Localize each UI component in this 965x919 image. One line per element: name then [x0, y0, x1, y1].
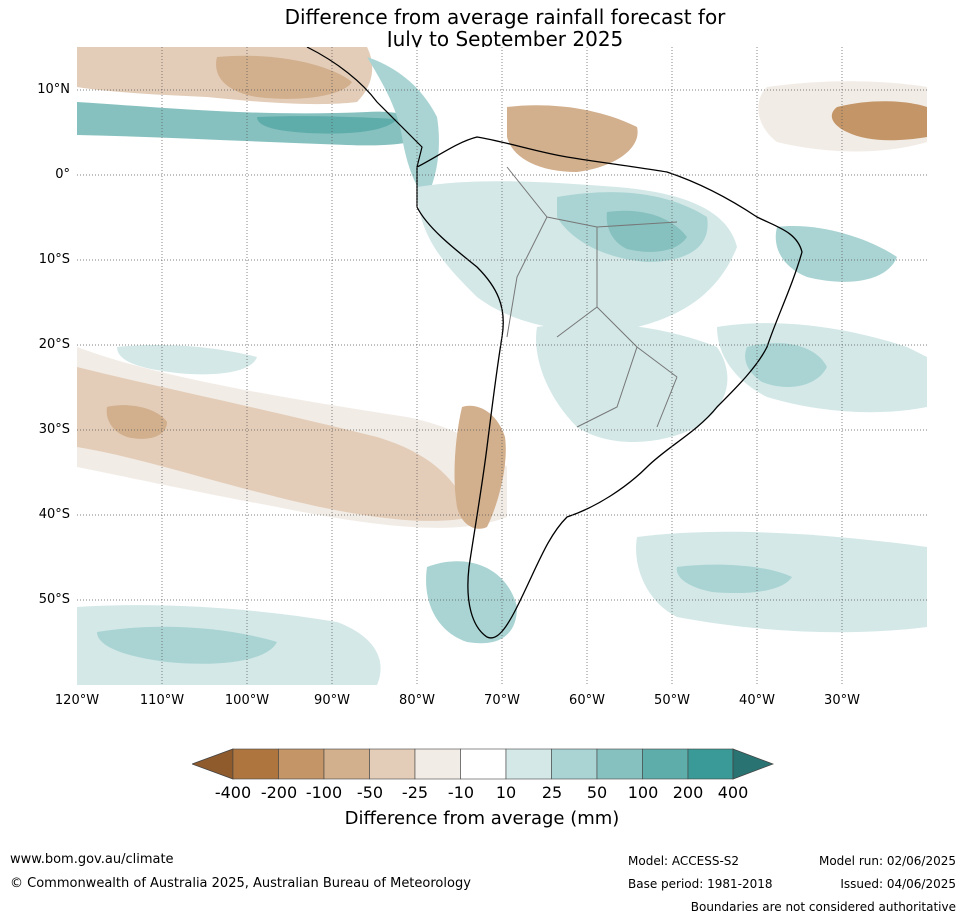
colorbar-swatch-2 [278, 748, 325, 780]
wet-region-pacific-south [117, 345, 257, 375]
colorbar-tick: -10 [447, 783, 475, 802]
lat-label-10n: 10°N [37, 82, 70, 97]
colorbar-tick: 200 [672, 783, 704, 802]
wet-region-south-atlantic-core [676, 564, 792, 594]
colorbar-tick: 25 [541, 783, 563, 802]
lat-label-0: 0° [55, 167, 70, 182]
lat-label-40s: 40°S [38, 507, 70, 522]
dry-region-medium [106, 405, 167, 439]
rainfall-map [77, 47, 927, 685]
lat-label-30s: 30°S [38, 422, 70, 437]
model-run-date: Model run: 02/06/2025 [818, 854, 956, 868]
colorbar [192, 748, 774, 780]
model-info: Model: ACCESS-S2 [628, 854, 740, 868]
lon-label-40w: 40°W [739, 693, 775, 708]
colorbar-arrow-left [192, 748, 234, 780]
colorbar-swatch-5 [414, 748, 461, 780]
issued-date: Issued: 04/06/2025 [840, 877, 956, 891]
lon-label-110w: 110°W [139, 693, 185, 708]
colorbar-swatch-1 [232, 748, 279, 780]
graticule [77, 47, 927, 685]
colorbar-tick: 50 [586, 783, 608, 802]
dry-region-east-core [831, 101, 927, 141]
colorbar-tick: 400 [717, 783, 749, 802]
colorbar-arrow-right [732, 748, 774, 780]
lon-label-50w: 50°W [654, 693, 690, 708]
colorbar-swatch-9 [596, 748, 643, 780]
central-america-coastline [306, 47, 423, 168]
colorbar-tick: -25 [401, 783, 429, 802]
colorbar-swatch-4 [369, 748, 416, 780]
chart-title-line2: July to September 2025 [386, 27, 624, 51]
lon-label-100w: 100°W [224, 693, 270, 708]
wet-region-southeast-core [745, 343, 827, 387]
lon-label-80w: 80°W [399, 693, 435, 708]
wet-region-itcz [77, 102, 437, 146]
colorbar-tick: 10 [495, 783, 517, 802]
copyright-text: © Commonwealth of Australia 2025, Austra… [10, 876, 471, 891]
wet-region-southern-core [97, 626, 277, 664]
lon-label-70w: 70°W [484, 693, 520, 708]
wet-region-patagonia [426, 561, 517, 644]
colorbar-swatch-7 [505, 748, 552, 780]
wet-region-east-brazil [775, 226, 897, 282]
colorbar-swatch-3 [323, 748, 370, 780]
website-link[interactable]: www.bom.gov.au/climate [10, 852, 174, 867]
colorbar-tick: -200 [260, 783, 298, 802]
base-period: Base period: 1981-2018 [628, 877, 773, 891]
lon-label-60w: 60°W [569, 693, 605, 708]
wet-region-amazon-core [606, 210, 687, 252]
lat-label-20s: 20°S [38, 337, 70, 352]
country-borders [506, 166, 678, 428]
wet-region-central [536, 323, 728, 442]
map-canvas [77, 47, 927, 685]
south-america-coastline [416, 136, 803, 639]
colorbar-tick: -100 [305, 783, 343, 802]
lat-label-50s: 50°S [38, 592, 70, 607]
colorbar-swatch-8 [551, 748, 598, 780]
colorbar-tick: -400 [214, 783, 252, 802]
dry-region-north-core [216, 55, 352, 99]
colorbar-swatch-6 [460, 748, 507, 780]
lon-label-30w: 30°W [824, 693, 860, 708]
wet-region-itcz-core [257, 116, 397, 134]
lon-label-90w: 90°W [314, 693, 350, 708]
boundaries-disclaimer: Boundaries are not considered authoritat… [690, 900, 956, 914]
dry-region-chile [454, 405, 506, 529]
lon-label-120w: 120°W [54, 693, 100, 708]
lat-label-10s: 10°S [38, 252, 70, 267]
colorbar-tick: 100 [627, 783, 659, 802]
colorbar-swatch-10 [642, 748, 689, 780]
wet-region-panama [367, 57, 439, 197]
dry-region-light [77, 367, 472, 521]
colorbar-label: Difference from average (mm) [344, 808, 620, 829]
chart-title-line1: Difference from average rainfall forecas… [284, 5, 726, 29]
colorbar-swatch-11 [687, 748, 734, 780]
dry-region-guiana [507, 105, 638, 172]
colorbar-tick: -50 [356, 783, 384, 802]
